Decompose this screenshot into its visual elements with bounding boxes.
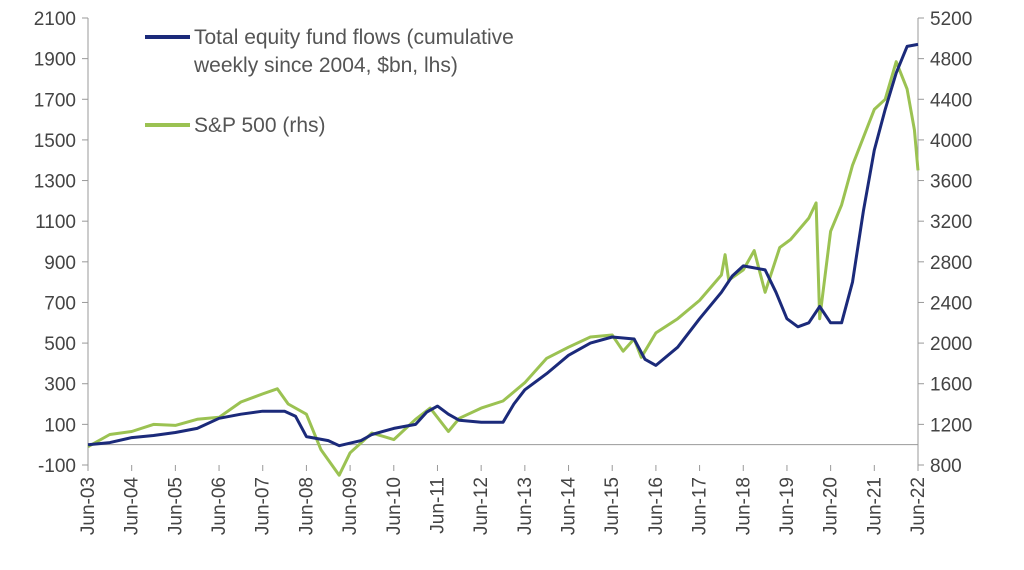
left-tick-label: 700 — [44, 293, 76, 314]
x-tick-label: Jun-07 — [253, 477, 274, 535]
legend: Total equity fund flows (cumulative weekl… — [145, 26, 514, 137]
left-tick-label: -100 — [38, 456, 76, 477]
left-tick-label: 2100 — [34, 9, 76, 30]
legend-label-flows: Total equity fund flows (cumulative weekl… — [193, 26, 514, 77]
x-tick-label: Jun-05 — [165, 477, 186, 535]
x-tick-label: Jun-16 — [646, 477, 667, 535]
left-tick-label: 900 — [44, 253, 76, 274]
x-tick-label: Jun-04 — [122, 477, 143, 536]
axis-lines — [87, 18, 919, 465]
x-tick-label: Jun-12 — [471, 477, 492, 535]
series-line-equity-fund-flows — [87, 42, 919, 448]
right-tick-label: 800 — [930, 456, 962, 477]
right-tick-label: 4800 — [930, 50, 972, 71]
x-tick-label: Jun-14 — [559, 477, 580, 536]
right-tick-label: 2000 — [930, 334, 972, 355]
x-tick-label: Jun-21 — [864, 477, 885, 535]
left-tick-label: 1900 — [34, 50, 76, 71]
right-tick-label: 3200 — [930, 212, 972, 233]
left-tick-label: 500 — [44, 334, 76, 355]
left-tick-label: 1700 — [34, 90, 76, 111]
right-tick-label: 1200 — [930, 415, 972, 436]
x-tick-label: Jun-18 — [733, 477, 754, 535]
x-tick-label: Jun-13 — [515, 477, 536, 535]
x-tick-label: Jun-11 — [427, 477, 448, 534]
legend-label-sp500: S&P 500 (rhs) — [194, 114, 326, 137]
x-tick-label: Jun-19 — [777, 477, 798, 535]
left-tick-label: 100 — [44, 415, 76, 436]
x-tick-label: Jun-10 — [384, 477, 405, 535]
x-tick-label: Jun-06 — [209, 477, 230, 535]
x-tick-label: Jun-22 — [908, 477, 929, 535]
left-tick-label: 1100 — [35, 212, 76, 233]
right-tick-label: 3600 — [930, 172, 972, 193]
series-line-sp500 — [87, 60, 920, 477]
x-tick-label: Jun-17 — [690, 477, 711, 535]
x-tick-label: Jun-09 — [340, 477, 361, 535]
x-tick-label: Jun-20 — [821, 477, 842, 535]
left-tick-label: 1500 — [34, 131, 76, 152]
x-tick-label: Jun-15 — [602, 477, 623, 535]
right-tick-label: 4000 — [930, 131, 972, 152]
x-tick-label: Jun-03 — [78, 477, 99, 535]
right-tick-label: 2400 — [930, 293, 972, 314]
left-tick-label: 300 — [44, 375, 76, 396]
right-tick-label: 2800 — [930, 253, 972, 274]
right-axis-ticks: 800 1200 1600 2000 2400 2800 3200 3600 4000 4400 4… — [918, 9, 972, 477]
x-tick-label: Jun-08 — [296, 477, 317, 535]
x-axis-ticks: Jun-03 Jun-04 Jun-05 Jun-06 Jun-07 Jun-08 Jun-… — [78, 465, 929, 535]
right-tick-label: 5200 — [930, 9, 972, 30]
left-axis-ticks: -100 100 300 500 700 900 1100 1300 1500 1700 1900 2… — [34, 9, 88, 477]
series-lines — [87, 42, 920, 477]
right-tick-label: 4400 — [930, 90, 972, 111]
right-tick-label: 1600 — [930, 375, 972, 396]
left-tick-label: 1300 — [34, 172, 76, 193]
